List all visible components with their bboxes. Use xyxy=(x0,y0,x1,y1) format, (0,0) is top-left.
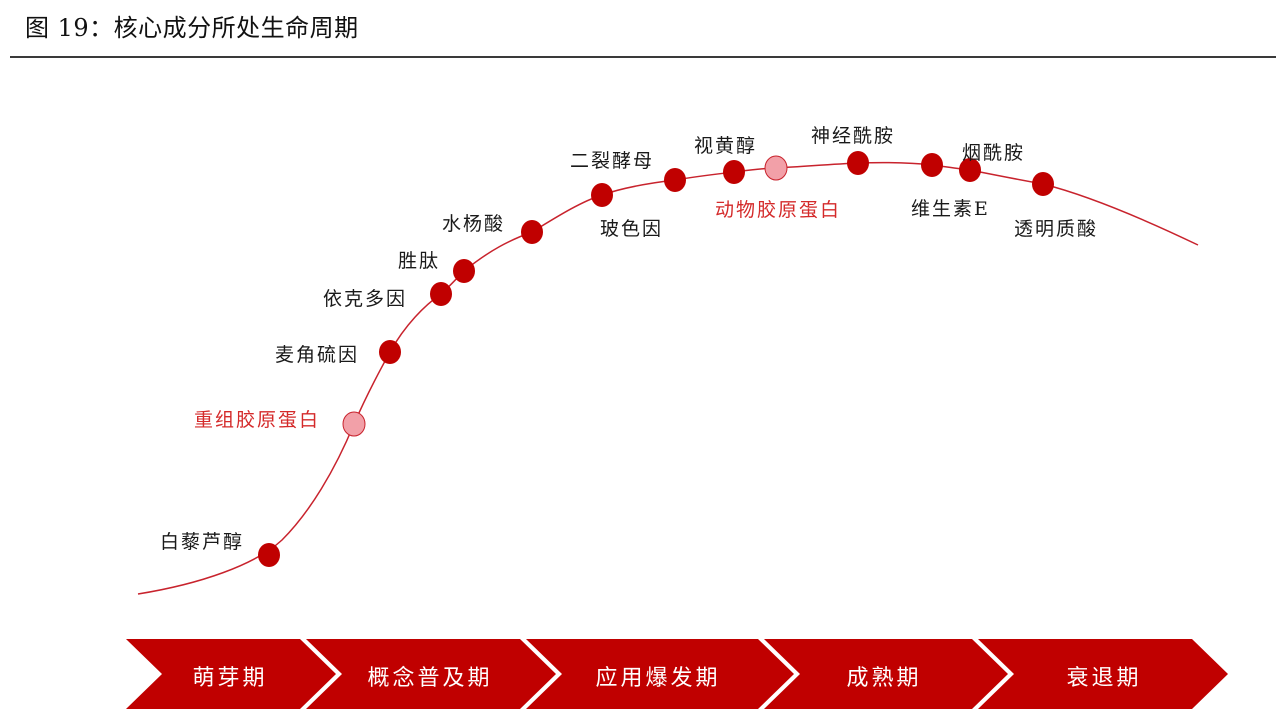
stage-arrow-4 xyxy=(764,639,1008,709)
label-pro-xylane: 玻色因 xyxy=(600,218,664,240)
label-ectoine: 依克多因 xyxy=(323,288,408,310)
dot-ergothioneine xyxy=(379,340,401,364)
ingredient-dots xyxy=(258,151,1054,567)
label-bifida: 二裂酵母 xyxy=(570,150,655,172)
label-hyaluronic-acid: 透明质酸 xyxy=(1014,218,1099,240)
dot-hyaluronic-acid xyxy=(1032,172,1054,196)
label-retinol: 视黄醇 xyxy=(694,135,758,157)
stage-label-sprout: 萌芽期 xyxy=(192,666,268,691)
dot-bifida xyxy=(591,183,613,207)
dot-vitamin-e xyxy=(921,153,943,177)
dot-recombinant-collagen xyxy=(342,411,366,437)
dot-ceramide xyxy=(847,151,869,175)
stage-label-concept: 概念普及期 xyxy=(367,666,493,691)
stage-label-mature: 成熟期 xyxy=(846,666,922,691)
dot-ectoine xyxy=(430,282,452,306)
stage-label-boom: 应用爆发期 xyxy=(595,666,721,691)
figure-title: 图 19：核心成分所处生命周期 xyxy=(25,14,359,42)
dot-salicylic-acid xyxy=(521,220,543,244)
stage-label-decline: 衰退期 xyxy=(1066,666,1142,691)
dot-retinol xyxy=(723,160,745,184)
dot-baililuchun xyxy=(258,543,280,567)
stage-arrow-5 xyxy=(978,639,1228,709)
stage-arrow-2 xyxy=(306,639,556,709)
dot-peptide xyxy=(453,259,475,283)
label-peptide: 胜肽 xyxy=(398,250,441,272)
label-vitamin-e: 维生素E xyxy=(911,198,990,220)
label-recombinant-collagen: 重组胶原蛋白 xyxy=(194,409,321,431)
label-animal-collagen: 动物胶原蛋白 xyxy=(715,199,842,221)
label-niacinamide: 烟酰胺 xyxy=(962,142,1026,164)
dot-niacinamide xyxy=(959,158,981,182)
stage-arrow-3 xyxy=(526,639,794,709)
title-divider xyxy=(10,56,1276,58)
dot-animal-collagen xyxy=(764,155,788,181)
stage-arrow-1 xyxy=(126,639,336,709)
dot-pro-xylane xyxy=(664,168,686,192)
label-ergothioneine: 麦角硫因 xyxy=(275,344,360,366)
stage-arrows xyxy=(126,639,1228,709)
label-baililuchun: 白藜芦醇 xyxy=(160,531,245,553)
label-salicylic-acid: 水杨酸 xyxy=(442,213,506,235)
label-ceramide: 神经酰胺 xyxy=(811,125,896,147)
